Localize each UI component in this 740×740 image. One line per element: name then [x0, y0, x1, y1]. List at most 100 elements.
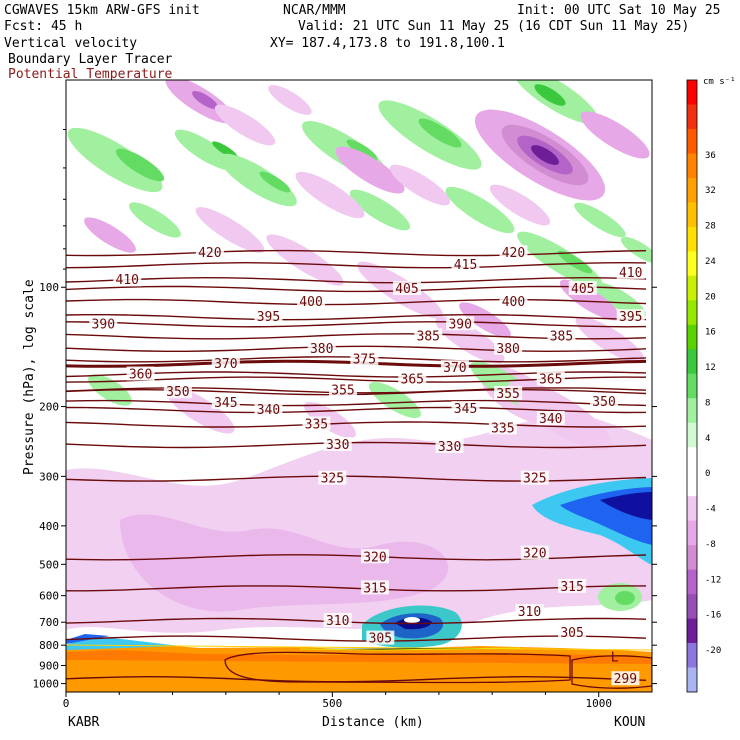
colorbar-swatch	[687, 153, 697, 179]
theta-contour-label: 370	[214, 357, 237, 372]
colorbar-swatch	[687, 496, 697, 521]
left-endpoint-label: KABR	[68, 715, 99, 730]
theta-label-background	[302, 416, 331, 431]
theta-contour-label: 345	[454, 402, 477, 417]
theta-label-background	[297, 294, 326, 309]
theta-label-background	[163, 384, 192, 399]
theta-contour-label: 415	[454, 258, 477, 273]
theta-label-background	[254, 309, 283, 324]
colorbar-label: 24	[705, 257, 716, 267]
theta-contour-label: 335	[491, 421, 514, 436]
theta-label-background	[536, 411, 565, 426]
colorbar-label: 28	[705, 222, 716, 232]
forecast-hour: Fcst: 45 h	[4, 19, 82, 34]
organization: NCAR/MMM	[283, 3, 346, 18]
velocity-cell	[580, 111, 650, 159]
theta-contour-line	[66, 314, 647, 321]
colorbar-swatch	[687, 569, 697, 595]
theta-contour-label: 315	[363, 581, 386, 596]
theta-contour-label: 390	[448, 317, 471, 332]
theta-contour-label: 405	[571, 282, 594, 297]
theta-contour-label: 315	[560, 580, 583, 595]
velocity-cell	[389, 164, 451, 206]
theta-contour-label: 345	[214, 396, 237, 411]
colorbar-swatch	[687, 471, 697, 497]
colorbar-label: -20	[705, 646, 721, 656]
theta-label-background	[558, 624, 587, 639]
colorbar-swatch	[687, 520, 697, 546]
theta-contour-label: 385	[417, 329, 440, 344]
theta-contour-label: 380	[310, 342, 333, 357]
theta-contour-label: 405	[395, 282, 418, 297]
colorbar-label: 12	[705, 363, 716, 373]
x-tick-label: 1000	[585, 697, 612, 710]
boundary-layer-tracer	[66, 634, 652, 692]
theta-contour-label: 350	[592, 395, 615, 410]
colorbar-label: 0	[705, 469, 710, 479]
theta-label-background	[318, 470, 347, 485]
colorbar-label: 36	[705, 151, 716, 161]
theta-label-background	[350, 351, 379, 366]
theta-contour-label: 330	[326, 438, 349, 453]
theta-contour-line	[66, 421, 647, 428]
theta-contour-label: 310	[326, 614, 349, 629]
theta-contour-label: 370	[443, 361, 466, 376]
init-time: Init: 00 UTC Sat 10 May 25	[517, 3, 721, 18]
colorbar-swatch	[687, 324, 697, 350]
theta-label-background	[568, 280, 597, 295]
vertical-velocity-field	[66, 80, 652, 648]
potential-temperature-labels: 420 420 415 410 410 405 405 400 400 395 395 390 390 3…	[89, 245, 645, 687]
theta-label-background	[440, 360, 469, 375]
theta-label-background	[360, 580, 389, 595]
theta-label-background	[558, 578, 587, 593]
theta-label-background	[446, 316, 475, 331]
velocity-cell	[335, 146, 405, 194]
theta-label-background	[113, 272, 142, 287]
velocity-cell	[192, 90, 218, 110]
colorbar-label: 20	[705, 292, 716, 302]
x-axis: 0 500 1000	[63, 692, 612, 710]
theta-contour-line	[66, 399, 647, 407]
colorbar-label: 8	[705, 398, 710, 408]
colorbar-swatch	[687, 545, 697, 570]
theta-contour-line	[66, 675, 647, 683]
theta-label-background	[499, 294, 528, 309]
velocity-cell	[594, 282, 646, 318]
colorbar: 36 32 28 24 20 16 12 8 4 0 -4 -8 -12 -16 -20	[686, 79, 721, 693]
colorbar-label: 32	[705, 186, 716, 196]
colorbar-swatch	[687, 80, 697, 105]
theta-contour-label: 365	[401, 373, 424, 388]
theta-contour-line	[66, 635, 647, 642]
theta-label-background	[366, 630, 395, 645]
colorbar-label: 4	[705, 434, 710, 444]
field-boundary-layer-tracer: Boundary Layer Tracer	[8, 52, 173, 67]
theta-contour-line	[66, 406, 647, 414]
plot-frame	[65, 79, 653, 693]
theta-label-background	[323, 436, 352, 451]
velocity-cell	[418, 118, 462, 148]
theta-contour-label: 320	[363, 550, 386, 565]
theta-contour-line	[66, 475, 647, 482]
theta-label-background	[499, 245, 528, 260]
colorbar-swatch	[687, 202, 697, 228]
velocity-cell	[214, 104, 276, 146]
theta-contour-label: 325	[523, 472, 546, 487]
velocity-cell	[67, 127, 163, 193]
theta-label-background	[254, 401, 283, 416]
theta-contour-line	[66, 345, 647, 353]
velocity-cell	[531, 145, 559, 165]
theta-label-background	[515, 604, 544, 619]
theta-contour-label: 305	[560, 626, 583, 641]
theta-label-background	[616, 309, 645, 324]
theta-contour-line	[66, 261, 647, 269]
theta-label-background	[360, 549, 389, 564]
velocity-cell	[557, 250, 593, 274]
theta-label-background	[307, 340, 336, 355]
velocity-cell	[295, 171, 365, 219]
y-axis: 100 200 300 400 500 600 700 800 900 1000	[33, 129, 657, 691]
theta-contour-label: 410	[116, 273, 139, 288]
y-tick-label: 800	[39, 639, 59, 652]
theta-label-background	[547, 328, 576, 343]
theta-label-background	[494, 386, 523, 401]
valid-time: Valid: 21 UTC Sun 11 May 25 (16 CDT Sun …	[298, 19, 689, 34]
